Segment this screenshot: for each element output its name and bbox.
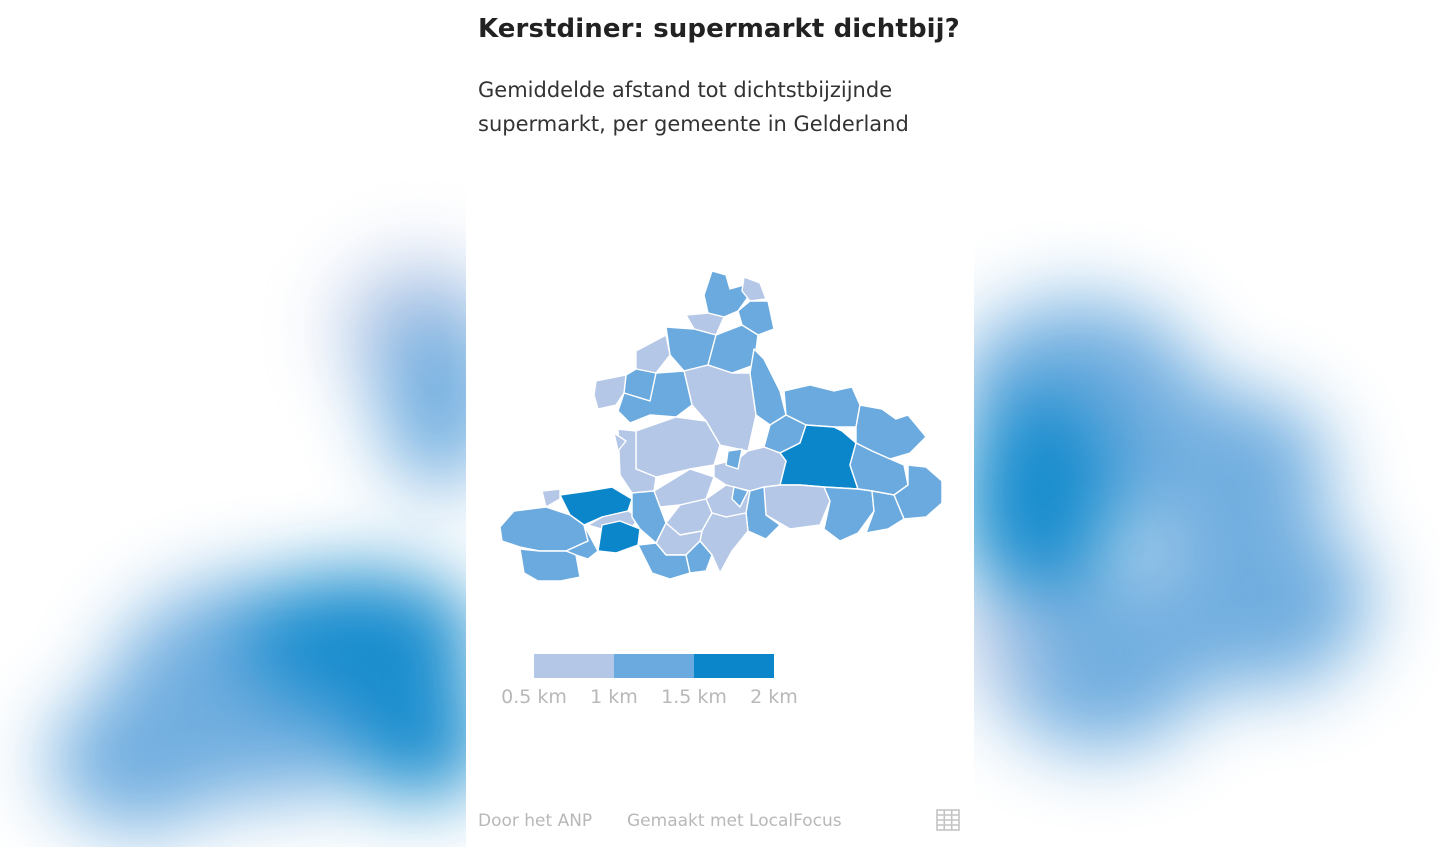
legend-tick-label: 2 km — [750, 686, 798, 708]
legend-tick-label: 1 km — [590, 686, 638, 708]
municipality-region[interactable] — [617, 370, 693, 424]
municipality-region[interactable] — [749, 348, 787, 426]
municipality-region[interactable] — [893, 464, 943, 520]
made-with-link[interactable]: Gemaakt met LocalFocus — [627, 811, 842, 831]
chart-subtitle: Gemiddelde afstand tot dichtstbijzijnde … — [478, 78, 909, 136]
municipality-region[interactable] — [685, 540, 713, 574]
municipality-region[interactable] — [631, 490, 667, 544]
municipality-region[interactable] — [597, 520, 641, 554]
municipality-region[interactable] — [725, 448, 743, 470]
municipality-region[interactable] — [617, 428, 657, 494]
municipality-region[interactable] — [613, 432, 627, 452]
legend-class-mid — [614, 654, 694, 678]
municipality-region[interactable] — [683, 364, 757, 452]
municipality-region[interactable] — [741, 276, 767, 302]
municipality-region[interactable] — [635, 334, 671, 374]
gelderland-map — [499, 270, 943, 582]
map-legend: 0.5 km 1 km 1.5 km 2 km — [490, 654, 820, 724]
municipality-region[interactable] — [865, 490, 905, 534]
municipality-region[interactable] — [519, 548, 581, 582]
legend-tick-label: 1.5 km — [661, 686, 727, 708]
legend-class-low — [534, 654, 614, 678]
municipality-region[interactable] — [713, 446, 787, 492]
municipality-region[interactable] — [685, 312, 725, 336]
legend-tick-label: 0.5 km — [501, 686, 567, 708]
municipality-region[interactable] — [635, 416, 721, 478]
municipality-region[interactable] — [703, 270, 749, 318]
source-credit: Door het ANP — [478, 811, 593, 831]
municipality-region[interactable] — [823, 486, 875, 542]
legend-class-high — [694, 654, 774, 678]
table-grid-icon[interactable] — [936, 809, 960, 831]
municipality-region[interactable] — [855, 404, 927, 460]
municipality-region[interactable] — [593, 374, 627, 410]
chart-title: Kerstdiner: supermarkt dichtbij? — [478, 14, 960, 44]
municipality-region[interactable] — [731, 486, 749, 508]
municipality-region[interactable] — [541, 488, 561, 508]
